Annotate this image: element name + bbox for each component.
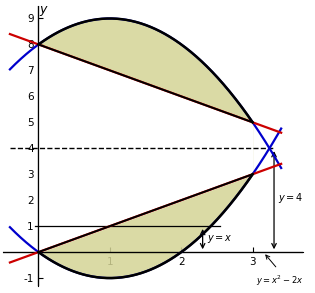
Text: $y=x^2-2x$: $y=x^2-2x$ (256, 273, 304, 288)
Text: $y=4$: $y=4$ (278, 190, 303, 205)
Text: $y=x$: $y=x$ (207, 233, 233, 245)
Text: $y$: $y$ (38, 4, 49, 18)
